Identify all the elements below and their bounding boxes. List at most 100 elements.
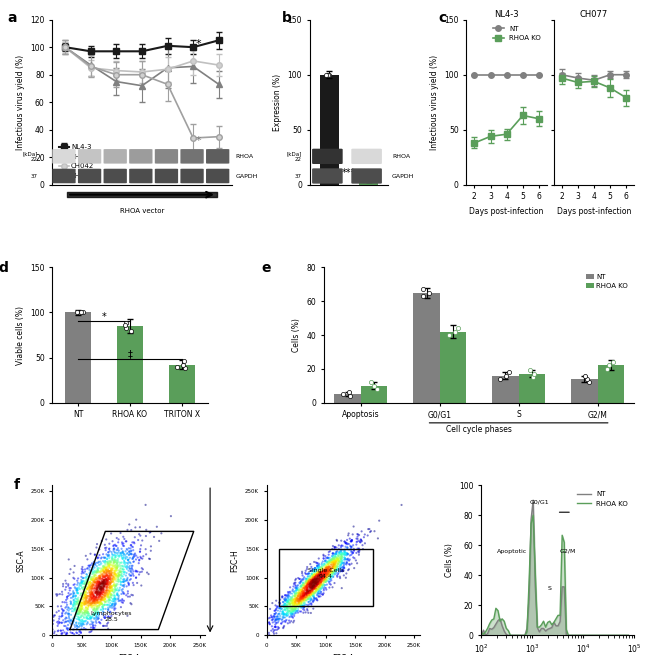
Point xyxy=(276,603,286,614)
Point xyxy=(303,578,314,589)
Point xyxy=(271,615,281,626)
Point xyxy=(107,574,118,584)
Point xyxy=(302,583,313,593)
Point xyxy=(354,546,364,556)
Point xyxy=(103,605,113,616)
Point xyxy=(108,596,118,607)
Point xyxy=(141,500,151,510)
Point xyxy=(307,571,318,582)
Point xyxy=(305,590,315,601)
Point xyxy=(80,598,90,608)
Point xyxy=(301,581,312,591)
Point xyxy=(101,565,112,575)
Point xyxy=(271,614,282,624)
Point xyxy=(280,601,290,611)
Point xyxy=(75,614,85,625)
Point xyxy=(111,574,122,584)
Point xyxy=(112,562,122,572)
Point xyxy=(103,547,114,557)
Point xyxy=(324,561,335,572)
Point xyxy=(328,565,339,576)
Point xyxy=(275,595,285,605)
Point xyxy=(115,564,126,574)
Point xyxy=(323,569,334,580)
Point xyxy=(318,580,329,590)
Point xyxy=(107,563,117,574)
Point xyxy=(284,607,294,617)
Point xyxy=(91,618,101,628)
Point xyxy=(267,617,278,627)
Point xyxy=(94,607,104,618)
Point xyxy=(75,598,85,608)
Point xyxy=(123,555,133,565)
Point xyxy=(314,580,324,590)
Point xyxy=(305,582,316,592)
Point xyxy=(287,597,298,608)
Point xyxy=(86,591,96,602)
Point xyxy=(287,595,298,606)
Point xyxy=(283,595,293,606)
Point xyxy=(330,555,340,566)
Point xyxy=(305,566,316,576)
Point xyxy=(94,594,105,605)
Point xyxy=(50,610,60,620)
Point xyxy=(298,592,308,603)
Point xyxy=(85,581,95,591)
Point xyxy=(94,583,105,593)
Point xyxy=(275,610,285,621)
Point xyxy=(305,576,316,587)
Point xyxy=(294,598,304,608)
Point xyxy=(302,573,313,584)
Point xyxy=(95,586,106,596)
Point xyxy=(128,565,138,575)
Point xyxy=(311,569,321,579)
Point xyxy=(313,584,324,594)
Point xyxy=(111,559,122,569)
Point xyxy=(298,594,308,605)
Point xyxy=(76,619,86,629)
Point xyxy=(298,590,309,600)
Point xyxy=(78,597,88,607)
Point xyxy=(288,598,299,608)
Point xyxy=(300,593,310,603)
Point xyxy=(111,580,121,591)
Point xyxy=(107,555,117,566)
Point xyxy=(92,597,102,608)
Point xyxy=(313,563,324,573)
Point xyxy=(264,629,275,640)
Point xyxy=(354,544,365,555)
Point xyxy=(84,571,95,582)
Point xyxy=(118,550,129,561)
Point xyxy=(298,589,309,599)
Point xyxy=(306,576,317,586)
Point xyxy=(125,557,135,567)
Point xyxy=(296,599,306,609)
Point xyxy=(104,558,114,569)
Point xyxy=(347,542,357,552)
Point xyxy=(69,598,79,608)
Point xyxy=(334,561,345,572)
Point xyxy=(117,594,128,605)
Point xyxy=(94,582,105,592)
Point xyxy=(286,595,296,606)
Point xyxy=(312,561,322,571)
RHOA KO xyxy=(531,568,539,576)
Point xyxy=(303,588,314,598)
Point xyxy=(68,591,78,602)
FancyBboxPatch shape xyxy=(155,149,178,164)
Point xyxy=(303,588,313,599)
Point xyxy=(92,566,103,576)
Point xyxy=(291,595,301,606)
Point xyxy=(292,595,303,605)
Point xyxy=(306,582,317,592)
Point xyxy=(307,576,318,587)
Point xyxy=(88,580,99,590)
Point xyxy=(345,544,356,555)
Point xyxy=(297,587,307,597)
Point xyxy=(85,588,95,598)
Point xyxy=(313,582,324,592)
Point xyxy=(103,604,113,614)
Point xyxy=(107,561,118,571)
Point xyxy=(282,603,292,613)
Point xyxy=(93,589,103,599)
